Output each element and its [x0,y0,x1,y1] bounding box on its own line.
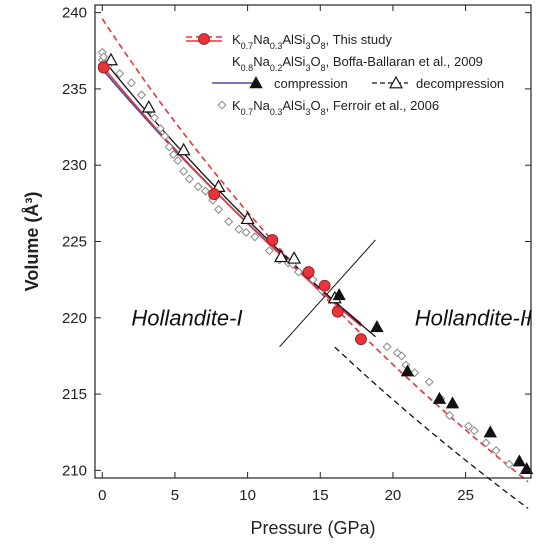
data-point [208,188,221,201]
data-point [250,232,260,242]
x-axis-title: Pressure (GPa) [250,518,375,538]
data-point [168,150,178,160]
y-tick-label: 215 [62,386,87,403]
data-point [115,69,125,79]
fit-curve [101,57,376,338]
data-point [193,182,203,192]
data-point [424,377,434,387]
data-point [141,99,156,113]
data-point [264,246,274,256]
x-tick-label: 0 [98,487,106,504]
data-point [274,249,289,263]
data-point [432,391,447,404]
data-point [240,211,255,225]
y-tick-label: 225 [62,234,87,251]
data-point [445,410,455,420]
data-point [332,288,346,301]
data-point [126,78,136,88]
data-point [164,142,174,152]
data-point [355,333,367,346]
data-point [200,186,210,196]
legend-label-decompression: decompression [416,76,504,91]
data-point [370,320,384,333]
data-point [504,459,514,469]
data-point [266,234,279,246]
legend-label-compression: compression [274,76,348,91]
y-tick-label: 220 [62,310,87,327]
data-point [176,142,191,156]
data-point [150,113,160,123]
fit-curve [334,346,529,509]
data-point [302,266,315,278]
phase-boundary-line [279,239,376,348]
data-point [331,305,344,318]
data-point [293,267,303,277]
legend: K0.7Na0.3AlSi3O8, This studyK0.8Na0.2AlS… [186,32,504,117]
legend-label-boffa: K0.8Na0.2AlSi3O8, Boffa-Ballaran et al.,… [232,54,483,73]
data-point [445,396,460,409]
boundary-layer [279,239,376,348]
legend-marker-circle [198,33,210,45]
legend-marker-compression [249,76,263,89]
y-tick-label: 240 [62,5,87,22]
data-point [99,52,109,62]
axes-layer: 0 5 10 15 20 25 210 215 220 225 230 235 240 Pressure … [22,4,532,538]
phase-label: Hollandite-II [415,305,532,330]
annotation-layer: Hollandite-I Hollandite-II [131,305,532,330]
data-point [382,342,392,352]
x-tick-label: 10 [239,487,256,504]
y-tick-label: 230 [62,157,87,174]
data-point [103,52,119,66]
phase-label: Hollandite-I [131,305,242,330]
data-point [234,224,244,234]
data-point [97,61,110,74]
legend-label-ferroir: K0.7Na0.3AlSi3O8, Ferroir et al., 2006 [232,98,439,117]
fit-curve [101,65,362,327]
data-point [184,174,194,184]
data-point [241,227,251,237]
data-point [397,351,407,361]
y-tick-label: 210 [62,462,87,479]
x-tick-label: 25 [457,487,474,504]
data-point [519,462,534,475]
data-point [179,166,189,176]
x-tick-label: 5 [171,487,179,504]
data-point [483,425,497,438]
data-point [308,275,318,285]
legend-marker-ferroir [217,100,227,110]
y-axis-title: Volume (Å³) [22,192,42,292]
data-point [173,156,183,166]
x-tick-label: 20 [385,487,402,504]
data-point [491,446,501,456]
data-point [287,251,302,264]
data-point [400,364,415,377]
data-point [224,217,234,227]
data-point [318,279,331,292]
legend-marker-decompression [388,75,404,89]
data-point [410,368,420,378]
data-point [469,426,479,436]
data-point [160,131,170,141]
y-tick-label: 235 [62,81,87,98]
data-point [214,204,224,214]
data-point [512,454,527,467]
data-point [136,90,147,100]
data-point [481,438,491,448]
x-tick-label: 15 [312,487,329,504]
data-point [155,124,165,134]
marker-layer [97,47,534,475]
fit-layer [101,18,529,509]
data-point [463,421,474,431]
